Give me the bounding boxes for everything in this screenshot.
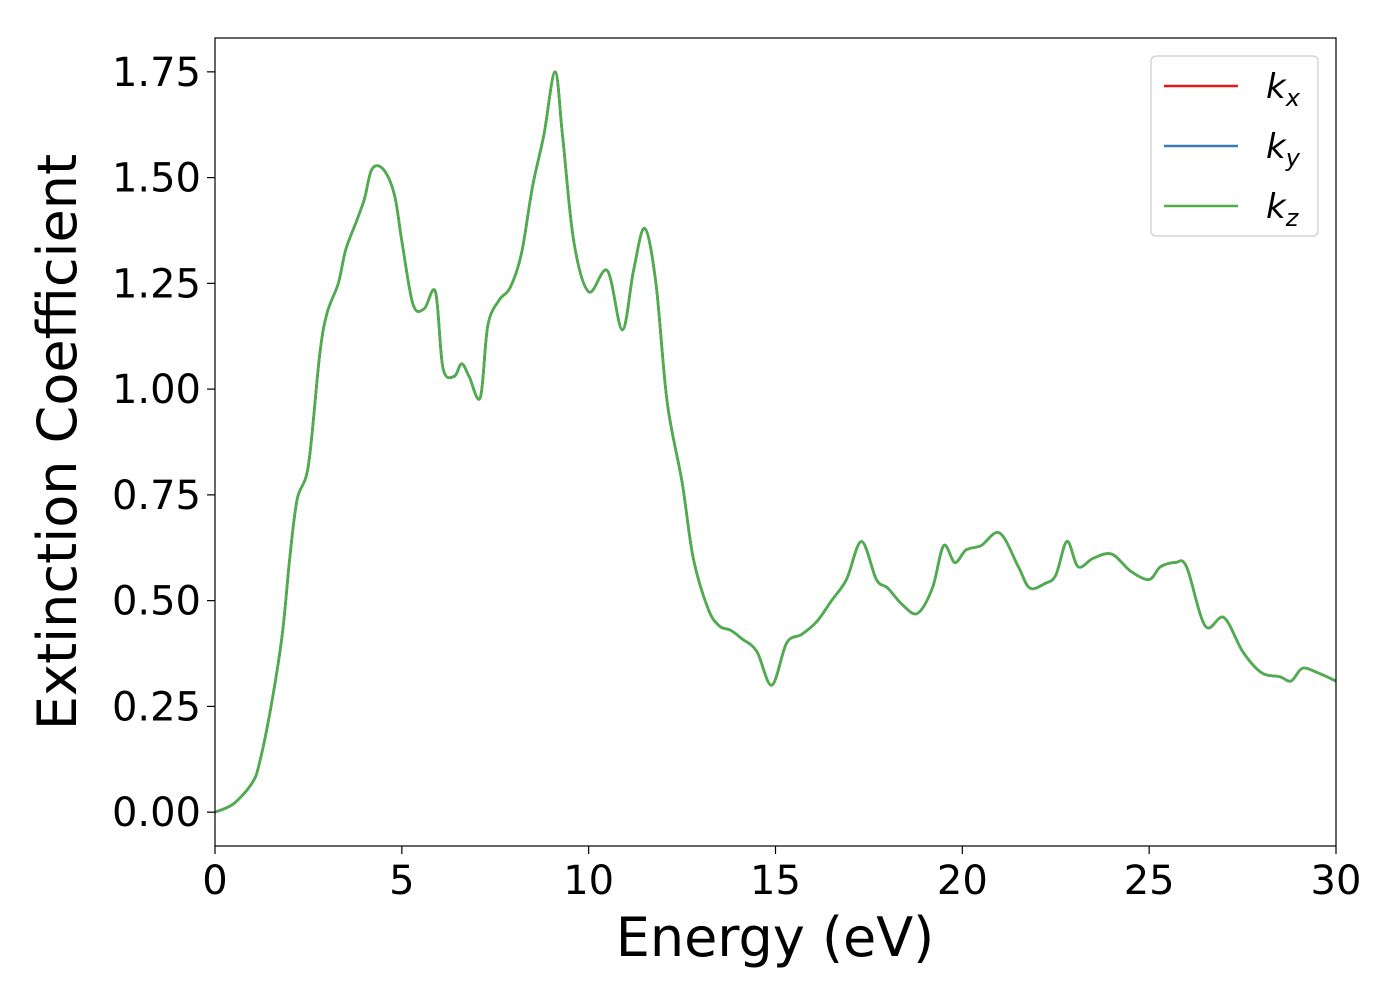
x-tick-label: 5 bbox=[389, 858, 414, 904]
legend-label-main: k bbox=[1266, 187, 1287, 227]
x-tick-label: 0 bbox=[202, 858, 227, 904]
legend-label-subscript: x bbox=[1285, 84, 1301, 112]
y-tick-label: 0.00 bbox=[112, 790, 201, 836]
series-line-kz bbox=[214, 70, 1337, 814]
y-tick-label: 0.50 bbox=[112, 579, 201, 625]
legend-label-subscript: z bbox=[1285, 204, 1300, 232]
x-axis: 0 5 10 15 20 25 30 bbox=[202, 846, 1361, 904]
y-tick-label: 1.50 bbox=[112, 156, 201, 202]
legend-label-main: k bbox=[1266, 127, 1287, 167]
y-axis: 0.00 0.25 0.50 0.75 1.00 1.25 1.50 1.75 bbox=[112, 50, 215, 836]
x-axis-title: Energy (eV) bbox=[616, 906, 935, 969]
x-tick-label: 10 bbox=[563, 858, 614, 904]
x-tick-label: 30 bbox=[1311, 858, 1362, 904]
legend-label-ky: ky bbox=[1266, 127, 1301, 172]
y-tick-label: 0.25 bbox=[112, 684, 201, 730]
y-tick-label: 1.00 bbox=[112, 367, 201, 413]
y-tick-label: 0.75 bbox=[112, 473, 201, 519]
x-tick-label: 20 bbox=[937, 858, 988, 904]
y-axis-title: Extinction Coefficient bbox=[26, 154, 89, 730]
legend-label-kz: kz bbox=[1266, 187, 1300, 232]
legend-label-subscript: y bbox=[1285, 144, 1301, 172]
y-tick-label: 1.25 bbox=[112, 261, 201, 307]
series-lines bbox=[214, 70, 1337, 814]
legend-label-kx: kx bbox=[1266, 67, 1301, 112]
y-tick-label: 1.75 bbox=[112, 50, 201, 96]
x-tick-label: 15 bbox=[750, 858, 801, 904]
legend-label-main: k bbox=[1266, 67, 1287, 107]
x-tick-label: 25 bbox=[1124, 858, 1175, 904]
